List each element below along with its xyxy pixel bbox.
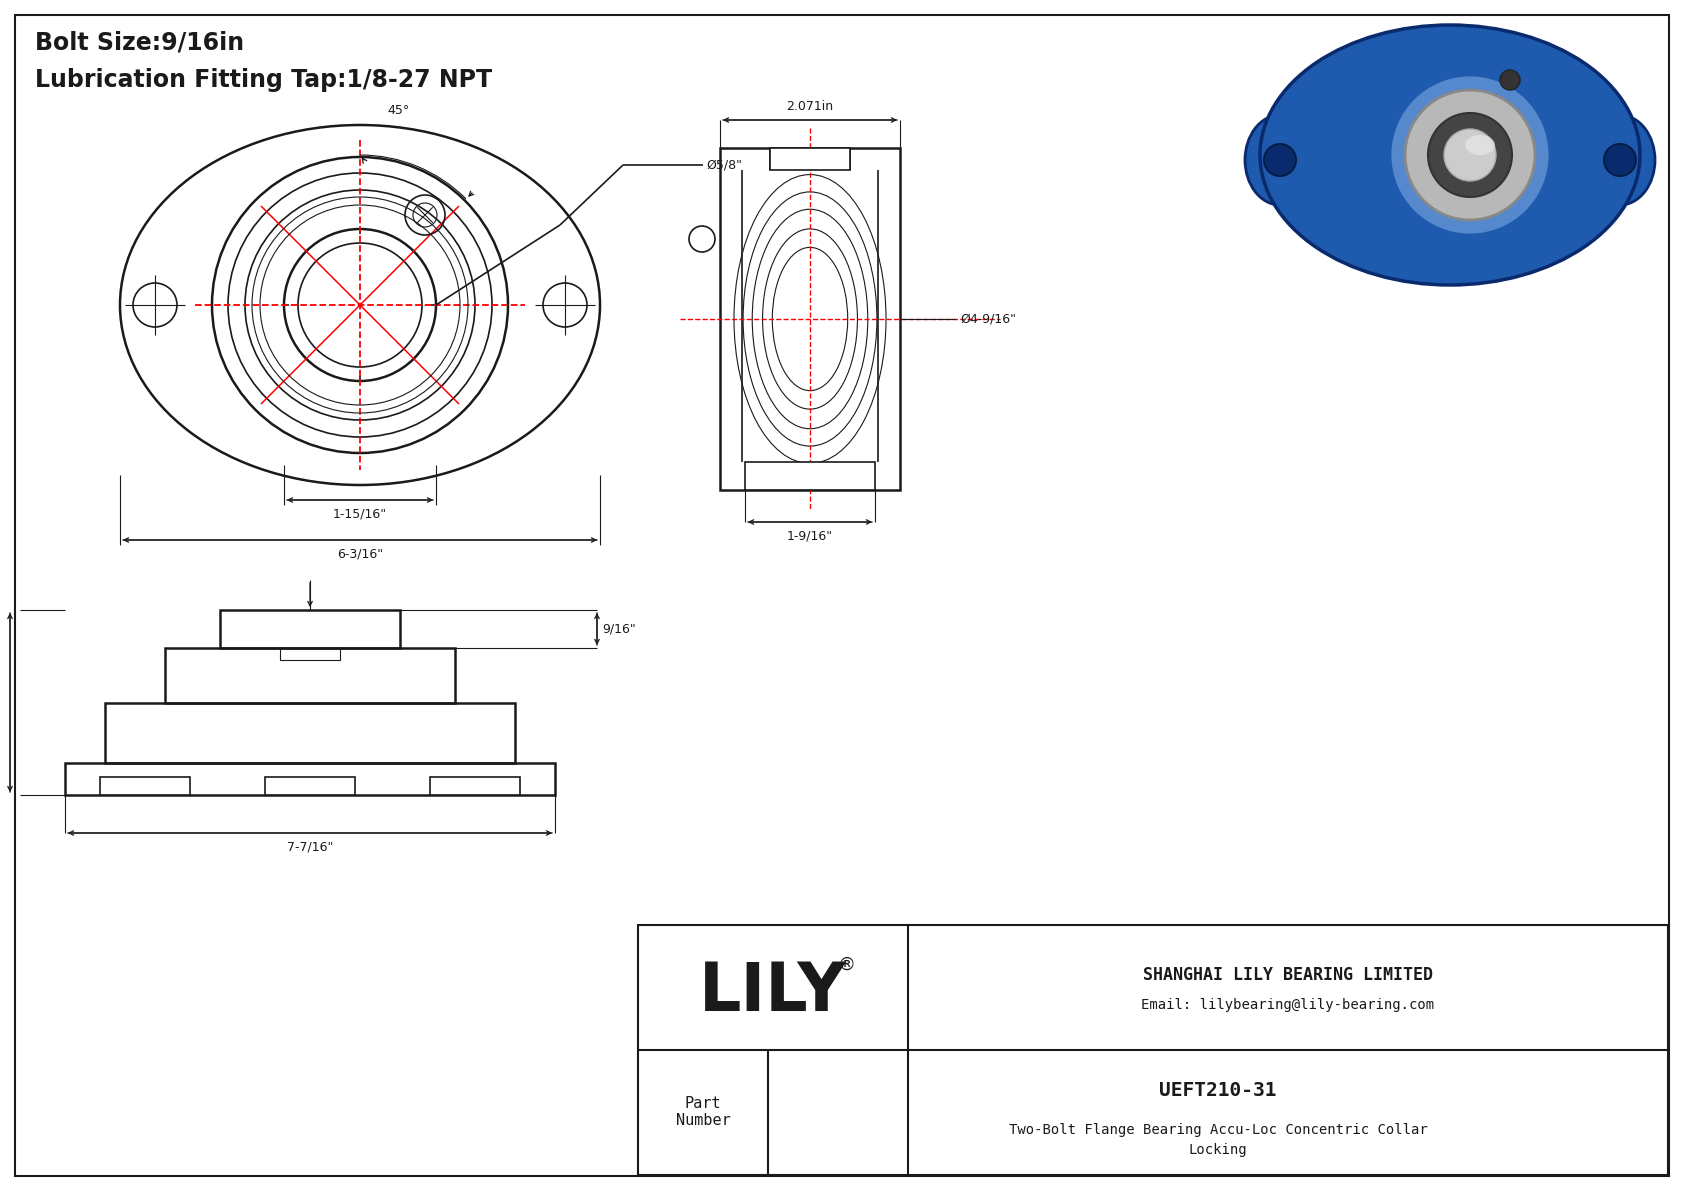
Text: 9/16": 9/16" <box>601 623 637 636</box>
Bar <box>721 148 899 490</box>
Text: LILY: LILY <box>699 959 847 1025</box>
Bar <box>99 777 190 796</box>
Text: Email: lilybearing@lily-bearing.com: Email: lilybearing@lily-bearing.com <box>1142 998 1435 1012</box>
Circle shape <box>1389 75 1549 235</box>
Ellipse shape <box>1260 25 1640 285</box>
Text: 1-9/16": 1-9/16" <box>786 530 834 542</box>
Bar <box>638 925 1667 1176</box>
Text: 2.071in: 2.071in <box>786 100 834 113</box>
Text: SHANGHAI LILY BEARING LIMITED: SHANGHAI LILY BEARING LIMITED <box>1143 966 1433 984</box>
Bar <box>280 648 340 660</box>
Text: Locking: Locking <box>1189 1143 1248 1156</box>
Bar <box>104 703 515 763</box>
Circle shape <box>1500 70 1521 91</box>
Circle shape <box>1404 91 1536 220</box>
Bar <box>264 777 355 796</box>
Text: 1-15/16": 1-15/16" <box>333 507 387 520</box>
Text: Two-Bolt Flange Bearing Accu-Loc Concentric Collar: Two-Bolt Flange Bearing Accu-Loc Concent… <box>1009 1123 1428 1137</box>
Text: Part
Number: Part Number <box>675 1096 731 1128</box>
Text: 45°: 45° <box>387 104 409 117</box>
Text: Ø5/8": Ø5/8" <box>706 158 743 172</box>
Text: Bolt Size:9/16in: Bolt Size:9/16in <box>35 30 244 54</box>
Ellipse shape <box>1244 116 1315 205</box>
Circle shape <box>1265 144 1297 176</box>
Text: 6-3/16": 6-3/16" <box>337 548 382 561</box>
Text: ®: ® <box>839 956 855 974</box>
Circle shape <box>1603 144 1635 176</box>
Bar <box>770 148 850 170</box>
Ellipse shape <box>1585 116 1655 205</box>
Bar <box>744 462 876 490</box>
Text: 7-7/16": 7-7/16" <box>286 841 333 854</box>
Circle shape <box>1443 129 1495 181</box>
Bar <box>429 777 520 796</box>
Ellipse shape <box>1465 135 1495 155</box>
Bar <box>221 610 401 648</box>
Text: UEFT210-31: UEFT210-31 <box>1159 1080 1276 1099</box>
Text: Ø4-9/16": Ø4-9/16" <box>960 312 1015 325</box>
Bar <box>66 763 556 796</box>
Bar <box>165 648 455 703</box>
Text: Lubrication Fitting Tap:1/8-27 NPT: Lubrication Fitting Tap:1/8-27 NPT <box>35 68 492 92</box>
Circle shape <box>1428 113 1512 197</box>
